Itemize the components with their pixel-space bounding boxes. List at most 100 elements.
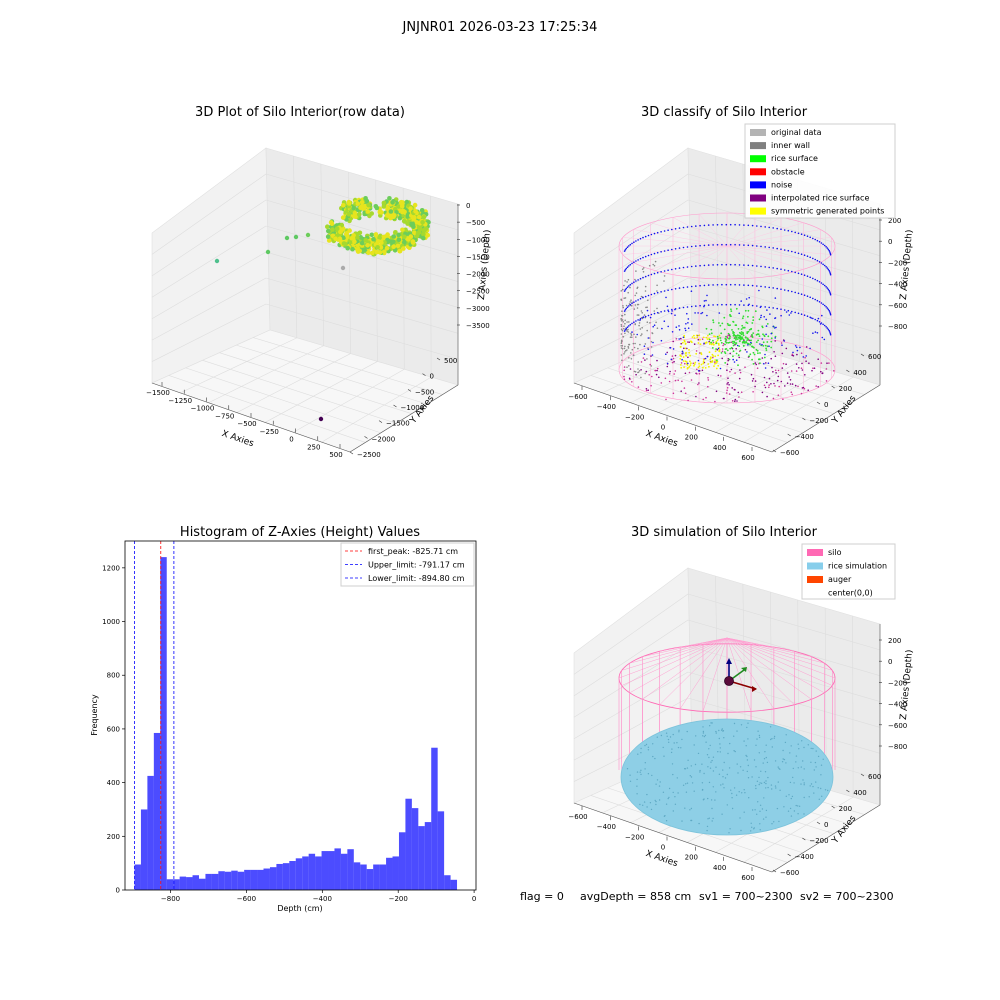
inner-wall-point bbox=[620, 325, 623, 328]
noise-point bbox=[797, 252, 800, 255]
noise-point bbox=[826, 327, 829, 329]
rice-surface-point bbox=[744, 309, 747, 312]
rice-simulation-point bbox=[797, 743, 799, 745]
floor-point bbox=[763, 376, 766, 379]
symmetric-point bbox=[710, 357, 712, 359]
noise-point bbox=[763, 362, 765, 365]
noise-point bbox=[663, 250, 666, 252]
rice-simulation-point bbox=[758, 776, 760, 779]
rice-simulation-point bbox=[784, 741, 787, 744]
rice-simulation-point bbox=[753, 759, 756, 761]
noise-point bbox=[764, 226, 766, 228]
rice-surface-point bbox=[752, 316, 755, 318]
raw-point bbox=[374, 249, 380, 255]
raw-outlier-point bbox=[214, 258, 220, 264]
inner-wall-point bbox=[634, 294, 636, 297]
noise-point bbox=[743, 264, 745, 266]
rice-simulation-point bbox=[747, 777, 750, 779]
noise-point bbox=[644, 235, 647, 238]
y-tick-label: −400 bbox=[795, 433, 814, 441]
noise-point bbox=[814, 318, 816, 321]
symmetric-point bbox=[709, 343, 711, 345]
rice-simulation-point bbox=[717, 751, 719, 753]
symmetric-point bbox=[716, 339, 719, 342]
rice-simulation-point bbox=[765, 787, 767, 789]
histogram-y-tick-label: 0 bbox=[116, 887, 120, 895]
floor-point bbox=[672, 340, 674, 343]
rice-surface-point bbox=[724, 337, 727, 340]
noise-point bbox=[812, 237, 814, 240]
classify-z-ticks: 2000−200−400−600−800 bbox=[879, 217, 907, 331]
rice-surface-point bbox=[739, 335, 742, 338]
y-tick-mark bbox=[816, 401, 821, 405]
rice-surface-point bbox=[735, 307, 738, 310]
floor-point bbox=[684, 362, 686, 365]
floor-point bbox=[672, 392, 675, 395]
rice-simulation-point bbox=[711, 759, 713, 762]
noise-point bbox=[829, 251, 831, 253]
symmetric-point bbox=[693, 337, 696, 339]
noise-point bbox=[816, 279, 819, 282]
raw-point bbox=[334, 226, 340, 231]
inner-wall-point bbox=[634, 304, 637, 306]
noise-point bbox=[772, 325, 775, 328]
symmetric-point bbox=[697, 342, 700, 344]
floor-gridline bbox=[675, 337, 865, 395]
rice-simulation-point bbox=[793, 810, 796, 812]
noise-point bbox=[629, 263, 632, 266]
noise-point bbox=[819, 323, 822, 325]
rice-simulation-point bbox=[681, 738, 683, 741]
rice-simulation-point bbox=[644, 762, 646, 764]
noise-point bbox=[719, 367, 722, 370]
raw-point bbox=[355, 201, 361, 206]
floor-point bbox=[780, 380, 783, 383]
rice-surface-point bbox=[708, 333, 711, 335]
rice-simulation-point bbox=[759, 823, 761, 825]
noise-point bbox=[712, 264, 714, 266]
rice-simulation-point bbox=[779, 768, 781, 770]
noise-point bbox=[633, 241, 635, 243]
floor-point bbox=[727, 359, 729, 362]
noise-point bbox=[729, 223, 732, 226]
noise-point bbox=[653, 324, 656, 327]
noise-point bbox=[703, 284, 706, 287]
noise-point bbox=[690, 245, 693, 248]
symmetric-point bbox=[707, 363, 710, 365]
raw-point bbox=[364, 198, 370, 204]
histogram-bar bbox=[276, 863, 283, 890]
noise-point bbox=[667, 229, 669, 231]
noise-point bbox=[734, 303, 736, 306]
rice-simulation-point bbox=[730, 789, 732, 791]
rice-simulation-point bbox=[709, 767, 712, 769]
back-gridline bbox=[687, 645, 881, 702]
left-gridline bbox=[151, 277, 267, 341]
raw-point bbox=[402, 209, 407, 215]
noise-point bbox=[624, 329, 627, 331]
back-gridline bbox=[852, 615, 854, 798]
histogram-bar bbox=[263, 868, 270, 890]
noise-point bbox=[803, 254, 806, 256]
inner-wall-point bbox=[624, 345, 626, 348]
floor-point bbox=[684, 372, 687, 375]
rice-simulation-point bbox=[754, 809, 756, 811]
histogram-bar bbox=[166, 879, 174, 890]
raw-point bbox=[399, 203, 405, 209]
rice-surface-point bbox=[719, 337, 722, 339]
noise-point bbox=[800, 293, 803, 296]
rice-simulation-point bbox=[626, 768, 629, 770]
raw-panel-title: 3D Plot of Silo Interior(row data) bbox=[195, 105, 405, 120]
rice-surface-point bbox=[735, 343, 737, 345]
noise-point bbox=[760, 245, 762, 248]
inner-wall-point bbox=[624, 319, 626, 322]
rice-simulation-point bbox=[781, 761, 784, 763]
noise-point bbox=[783, 340, 786, 342]
noise-point bbox=[756, 245, 758, 247]
noise-point bbox=[764, 266, 766, 268]
histogram-bar bbox=[334, 848, 341, 890]
symmetric-point bbox=[695, 334, 698, 337]
silo-spoke bbox=[726, 229, 821, 247]
simulation-legend-label: center(0,0) bbox=[828, 589, 873, 598]
floor-point bbox=[665, 398, 667, 401]
rice-simulation-point bbox=[691, 782, 694, 784]
